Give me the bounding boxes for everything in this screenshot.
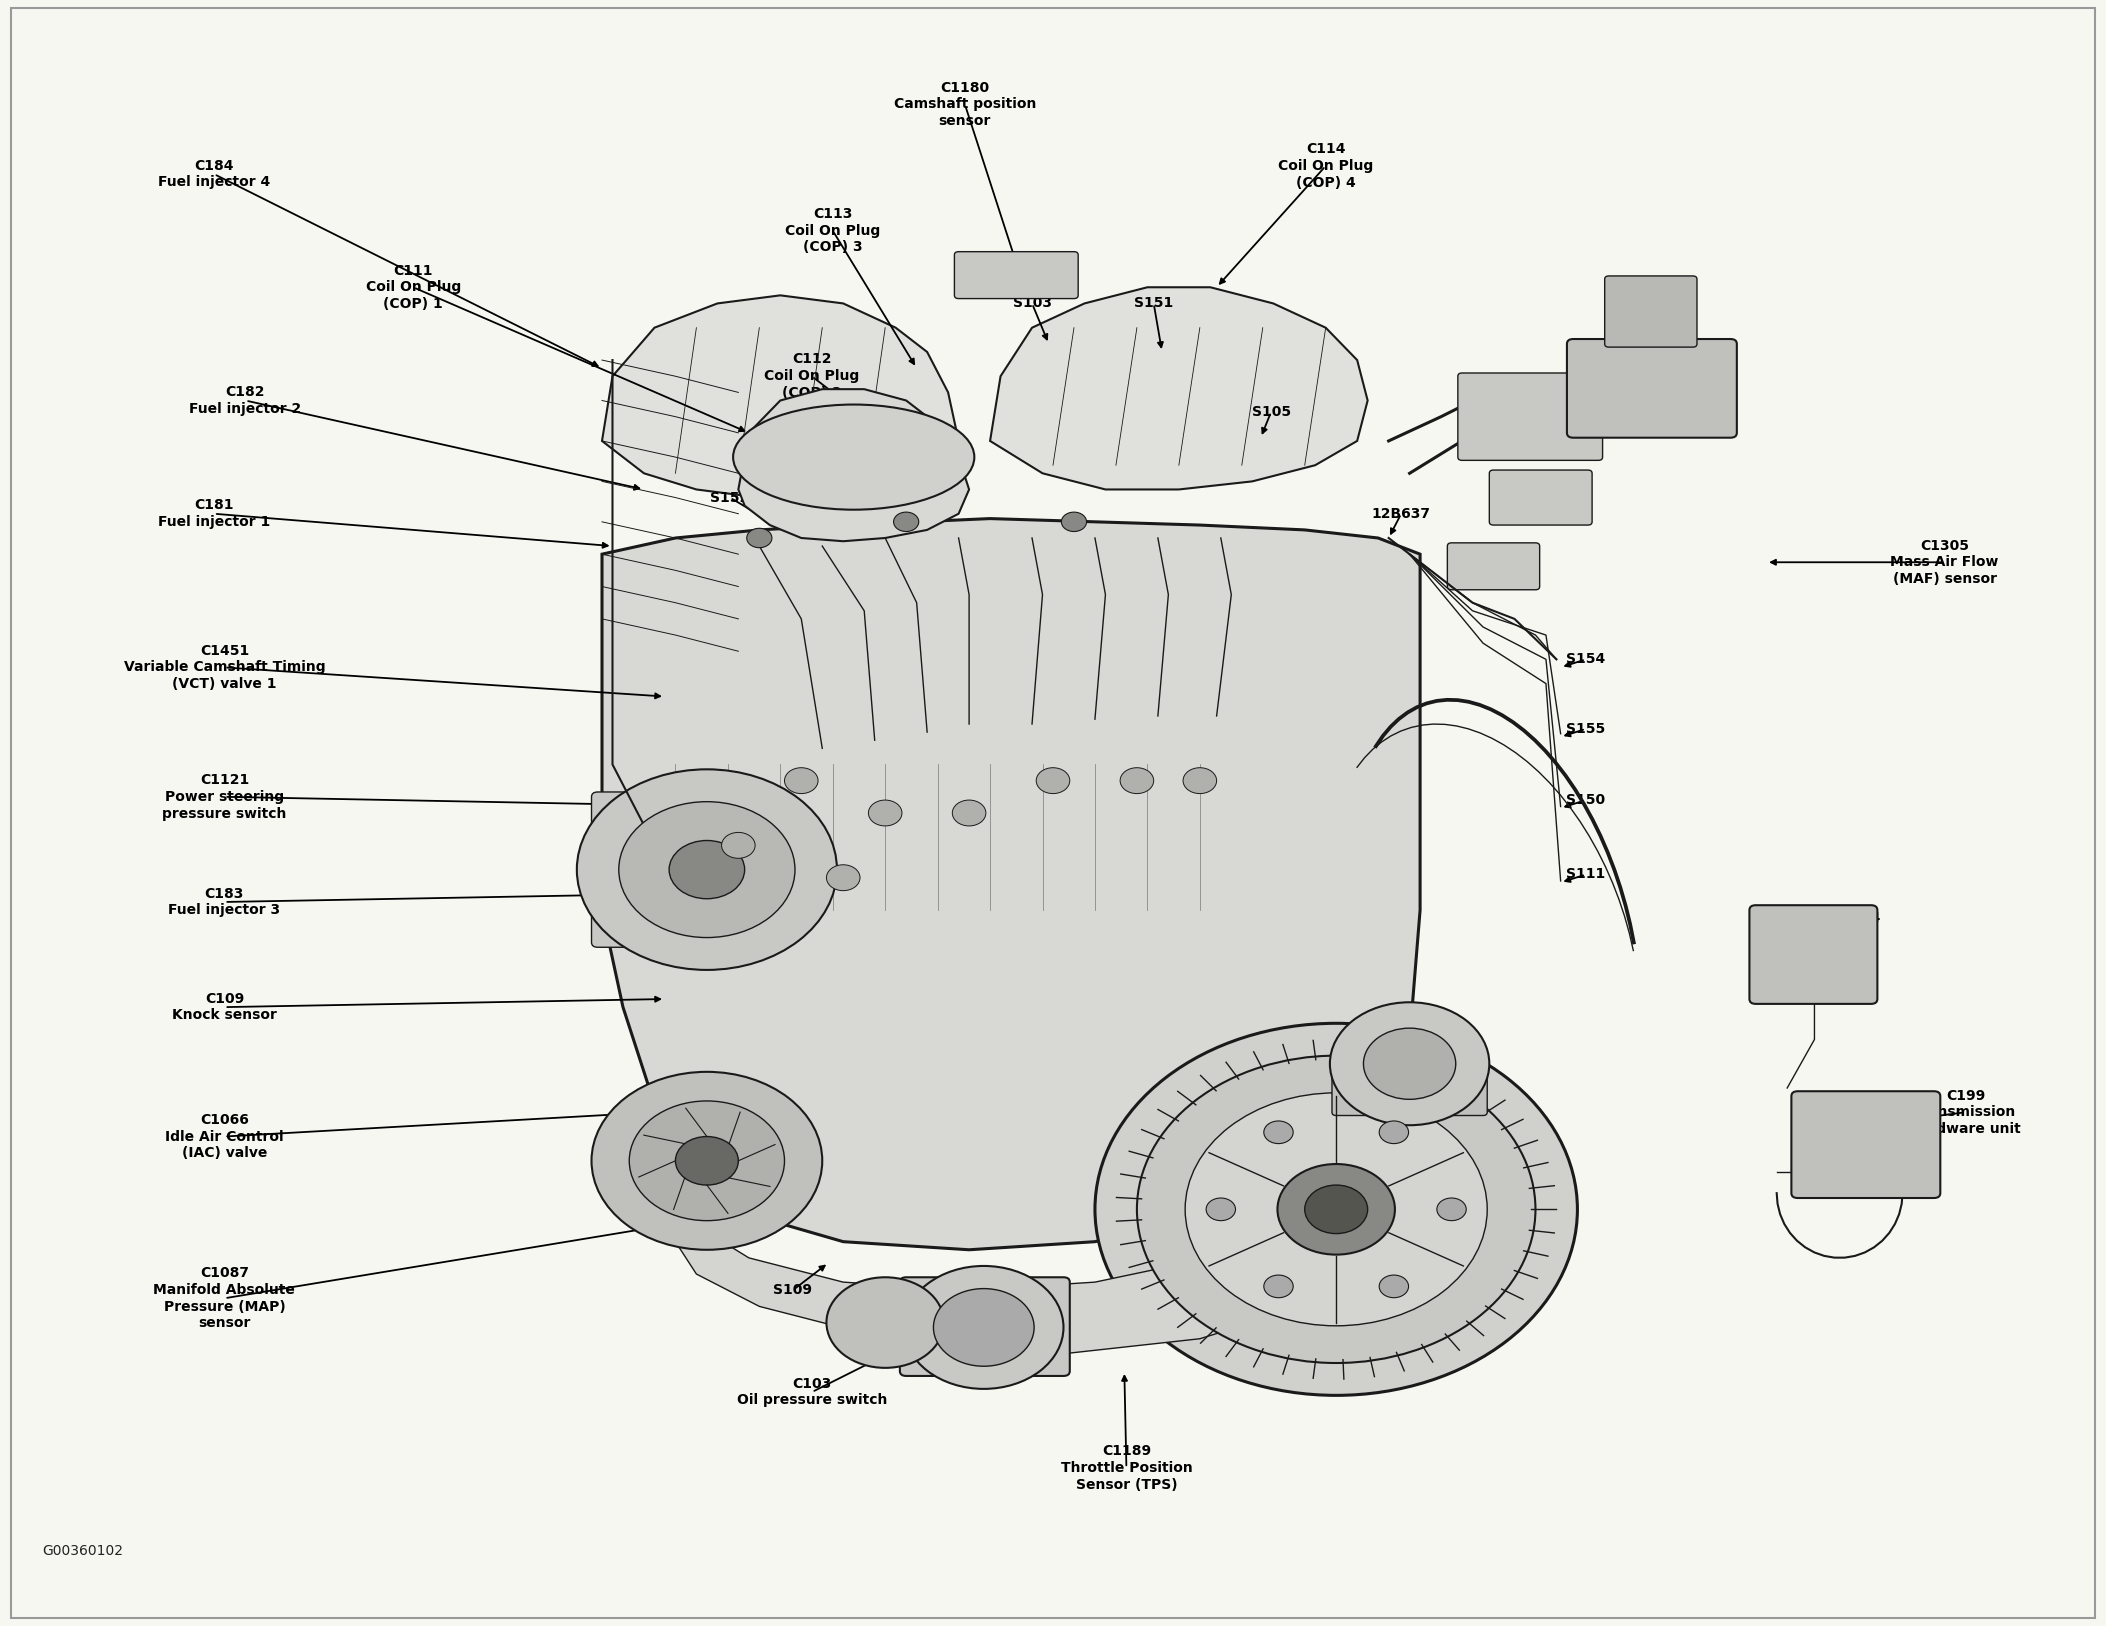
Circle shape xyxy=(868,800,901,826)
Circle shape xyxy=(1186,1093,1487,1325)
Circle shape xyxy=(1379,1275,1409,1298)
Circle shape xyxy=(1363,1028,1455,1099)
Text: S152: S152 xyxy=(710,491,750,504)
Circle shape xyxy=(786,767,817,793)
Text: C111
Coil On Plug
(COP) 1: C111 Coil On Plug (COP) 1 xyxy=(366,263,461,311)
Polygon shape xyxy=(602,519,1419,1250)
FancyBboxPatch shape xyxy=(592,792,720,948)
Text: S150: S150 xyxy=(1567,793,1605,806)
FancyBboxPatch shape xyxy=(1567,340,1737,437)
Circle shape xyxy=(1207,1198,1236,1221)
FancyBboxPatch shape xyxy=(1489,470,1592,525)
Circle shape xyxy=(1379,1120,1409,1143)
Text: C1066
Idle Air Control
(IAC) valve: C1066 Idle Air Control (IAC) valve xyxy=(164,1112,284,1161)
Circle shape xyxy=(1036,767,1070,793)
Text: S155: S155 xyxy=(1567,722,1605,737)
Circle shape xyxy=(1264,1120,1293,1143)
Circle shape xyxy=(630,1101,786,1221)
Circle shape xyxy=(1184,767,1217,793)
Text: S103: S103 xyxy=(1013,296,1051,311)
Circle shape xyxy=(670,841,746,899)
Circle shape xyxy=(1061,512,1087,532)
FancyBboxPatch shape xyxy=(1750,906,1876,1003)
Polygon shape xyxy=(602,296,958,498)
Text: S109: S109 xyxy=(773,1283,813,1298)
Circle shape xyxy=(1436,1198,1466,1221)
Circle shape xyxy=(1278,1164,1394,1255)
Circle shape xyxy=(903,1267,1064,1389)
Text: C1189
Throttle Position
Sensor (TPS): C1189 Throttle Position Sensor (TPS) xyxy=(1061,1444,1192,1493)
Text: C181
Fuel injector 1: C181 Fuel injector 1 xyxy=(158,498,270,528)
Text: C184
Fuel injector 4: C184 Fuel injector 4 xyxy=(158,159,270,189)
Circle shape xyxy=(1095,1023,1577,1395)
Text: C112
Coil On Plug
(COP) 2: C112 Coil On Plug (COP) 2 xyxy=(764,353,859,400)
Polygon shape xyxy=(665,1210,1367,1354)
Text: S154: S154 xyxy=(1567,652,1605,667)
Text: C1180
Camshaft position
sensor: C1180 Camshaft position sensor xyxy=(893,81,1036,128)
Text: C1087
Manifold Absolute
Pressure (MAP)
sensor: C1087 Manifold Absolute Pressure (MAP) s… xyxy=(154,1267,295,1330)
Polygon shape xyxy=(990,288,1367,489)
Circle shape xyxy=(619,802,794,938)
FancyBboxPatch shape xyxy=(1605,276,1697,346)
Circle shape xyxy=(592,1072,821,1250)
Circle shape xyxy=(676,1137,739,1185)
Text: C1451
Variable Camshaft Timing
(VCT) valve 1: C1451 Variable Camshaft Timing (VCT) val… xyxy=(124,644,324,691)
Circle shape xyxy=(1137,1055,1535,1363)
FancyBboxPatch shape xyxy=(1792,1091,1940,1198)
Text: G00360102: G00360102 xyxy=(42,1543,122,1558)
FancyBboxPatch shape xyxy=(1447,543,1539,590)
Text: C199
Transmission
hardware unit: C199 Transmission hardware unit xyxy=(1910,1088,2022,1137)
Text: S104: S104 xyxy=(1668,361,1706,376)
Text: C182
Fuel injector 2: C182 Fuel injector 2 xyxy=(190,385,301,416)
Circle shape xyxy=(1120,767,1154,793)
Circle shape xyxy=(722,833,756,859)
Ellipse shape xyxy=(733,405,975,509)
Circle shape xyxy=(826,865,859,891)
Circle shape xyxy=(933,1288,1034,1366)
FancyBboxPatch shape xyxy=(1457,372,1603,460)
Circle shape xyxy=(748,528,773,548)
FancyBboxPatch shape xyxy=(954,252,1078,299)
Text: S111: S111 xyxy=(1567,868,1605,881)
Circle shape xyxy=(893,512,918,532)
Text: C1305
Mass Air Flow
(MAF) sensor: C1305 Mass Air Flow (MAF) sensor xyxy=(1891,538,1999,585)
Circle shape xyxy=(577,769,836,971)
Circle shape xyxy=(1329,1002,1489,1125)
Polygon shape xyxy=(739,389,969,541)
Text: C109
Knock sensor: C109 Knock sensor xyxy=(173,992,276,1023)
Circle shape xyxy=(952,800,986,826)
Text: C1121
Power steering
pressure switch: C1121 Power steering pressure switch xyxy=(162,772,286,821)
Text: C113
Coil On Plug
(COP) 3: C113 Coil On Plug (COP) 3 xyxy=(786,207,880,254)
Circle shape xyxy=(1306,1185,1367,1234)
Text: C114
Coil On Plug
(COP) 4: C114 Coil On Plug (COP) 4 xyxy=(1278,141,1373,190)
Circle shape xyxy=(826,1278,943,1367)
Text: 12B637: 12B637 xyxy=(1371,507,1430,520)
Text: C183
Fuel injector 3: C183 Fuel injector 3 xyxy=(168,886,280,917)
Text: C134: C134 xyxy=(1841,911,1881,925)
Text: C103
Oil pressure switch: C103 Oil pressure switch xyxy=(737,1377,887,1408)
Text: S151: S151 xyxy=(1133,296,1173,311)
Text: S105: S105 xyxy=(1251,405,1291,420)
Text: C1160
EGR stepper
motor: C1160 EGR stepper motor xyxy=(1371,1137,1468,1185)
FancyBboxPatch shape xyxy=(1331,1060,1487,1115)
Circle shape xyxy=(1264,1275,1293,1298)
FancyBboxPatch shape xyxy=(899,1278,1070,1376)
